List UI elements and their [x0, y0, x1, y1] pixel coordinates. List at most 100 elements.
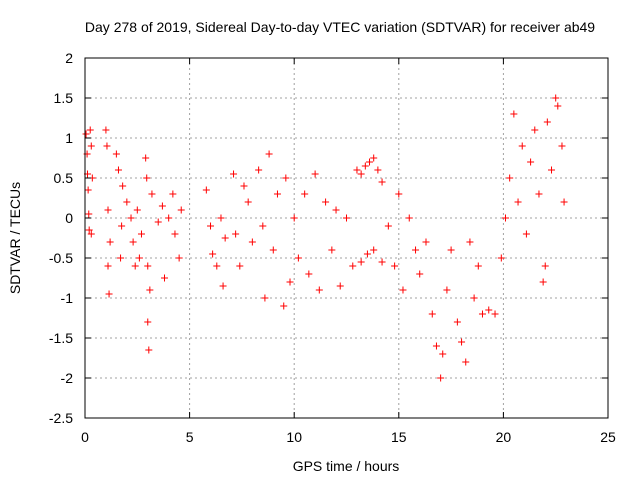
data-point	[105, 290, 113, 298]
data-point	[142, 154, 150, 162]
data-point	[497, 254, 505, 262]
data-point	[399, 286, 407, 294]
data-point	[137, 230, 145, 238]
x-tick-label: 20	[496, 429, 512, 445]
data-point	[478, 310, 486, 318]
data-point	[514, 198, 522, 206]
data-point	[558, 142, 566, 150]
data-point	[432, 342, 440, 350]
data-point	[86, 126, 94, 134]
data-point	[466, 238, 474, 246]
y-tick-label: 1	[65, 130, 73, 146]
data-point	[405, 214, 413, 222]
data-point	[343, 214, 350, 222]
y-tick-label: -1.5	[49, 330, 73, 346]
data-point	[261, 294, 269, 302]
data-point	[541, 262, 549, 270]
data-point	[114, 166, 122, 174]
data-point	[437, 374, 445, 382]
data-point	[510, 110, 518, 118]
data-point	[527, 158, 535, 166]
data-point	[301, 190, 309, 198]
data-point	[112, 150, 120, 158]
data-point	[366, 158, 374, 166]
data-point	[485, 306, 493, 314]
data-point	[133, 206, 141, 214]
data-point	[474, 262, 482, 270]
data-point	[248, 238, 256, 246]
data-point	[119, 182, 127, 190]
data-point	[286, 278, 294, 286]
data-point	[470, 294, 478, 302]
data-point	[259, 222, 267, 230]
x-tick-label: 0	[81, 429, 89, 445]
y-tick-label: 0	[65, 210, 73, 226]
data-point	[391, 262, 399, 270]
data-point	[531, 126, 539, 134]
data-point	[265, 150, 273, 158]
data-point	[145, 346, 153, 354]
data-point	[148, 190, 156, 198]
data-point	[491, 310, 499, 318]
data-point	[85, 226, 93, 234]
y-tick-label: -2	[61, 370, 74, 386]
data-point	[123, 198, 131, 206]
data-point	[169, 190, 177, 198]
data-point	[554, 102, 562, 110]
data-point	[378, 178, 386, 186]
x-tick-label: 5	[186, 429, 194, 445]
data-point	[311, 170, 319, 178]
y-tick-label: -0.5	[49, 250, 73, 266]
axis-ticks: 0 5 10 15 20 25 -2.5 -2 -1.5 -1 -0.5 0 0.5 1 1.5 2	[49, 50, 616, 445]
data-point	[322, 198, 330, 206]
data-point	[560, 198, 568, 206]
data-point	[87, 230, 95, 238]
data-point	[255, 166, 263, 174]
data-point	[305, 270, 313, 278]
data-point	[428, 310, 436, 318]
data-point	[535, 190, 543, 198]
data-point	[378, 258, 386, 266]
data-point	[543, 118, 551, 126]
y-axis-label: SDTVAR / TECUs	[7, 182, 23, 294]
data-point	[87, 142, 95, 150]
data-point	[236, 262, 244, 270]
data-point	[171, 230, 179, 238]
data-point	[453, 318, 461, 326]
data-point	[280, 302, 288, 310]
data-point	[177, 206, 185, 214]
data-point	[104, 206, 112, 214]
data-point	[443, 286, 451, 294]
data-point	[422, 238, 430, 246]
data-point	[458, 338, 466, 346]
data-point	[103, 142, 111, 150]
x-axis-label: GPS time / hours	[293, 458, 400, 474]
data-point	[146, 286, 154, 294]
data-point	[85, 210, 93, 218]
data-point	[282, 174, 290, 182]
data-point	[207, 222, 215, 230]
data-point	[522, 230, 530, 238]
data-point	[217, 214, 225, 222]
data-point	[315, 286, 323, 294]
data-point	[294, 254, 302, 262]
data-point	[143, 174, 151, 182]
data-point	[548, 166, 556, 174]
data-point	[117, 254, 125, 262]
data-point	[332, 206, 340, 214]
data-point	[395, 190, 403, 198]
x-tick-label: 15	[391, 429, 407, 445]
data-point	[104, 262, 112, 270]
data-points	[82, 94, 568, 382]
data-point	[290, 214, 298, 222]
data-point	[221, 234, 229, 242]
data-point	[84, 186, 92, 194]
data-point	[412, 246, 420, 254]
data-point	[213, 262, 221, 270]
x-tick-label: 10	[286, 429, 302, 445]
grid-lines	[85, 58, 608, 418]
data-point	[219, 282, 227, 290]
y-tick-label: 0.5	[54, 170, 74, 186]
data-point	[361, 162, 369, 170]
